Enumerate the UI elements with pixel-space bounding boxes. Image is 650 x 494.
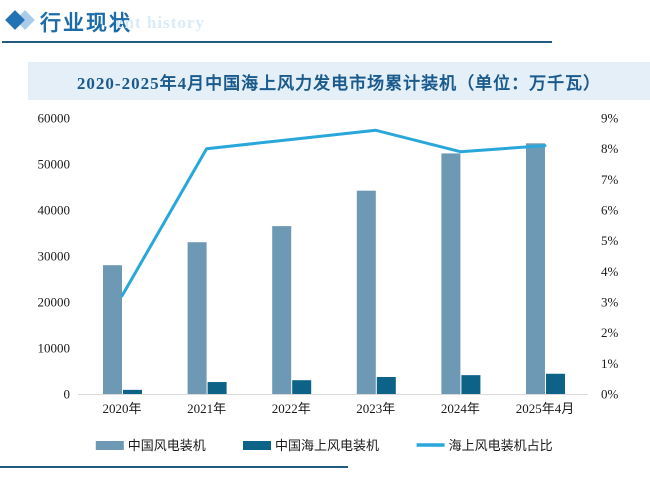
right-axis-tick: 2% xyxy=(601,325,619,340)
right-axis-tick: 3% xyxy=(601,295,619,310)
right-axis-tick: 4% xyxy=(601,264,619,279)
left-axis-tick: 50000 xyxy=(38,157,71,172)
bar-total-wind xyxy=(441,153,461,394)
right-axis-tick: 5% xyxy=(601,233,619,248)
right-axis-tick: 8% xyxy=(601,141,619,156)
left-axis-tick: 20000 xyxy=(38,295,71,310)
left-axis-tick: 10000 xyxy=(38,341,71,356)
chart-title-band: 2020-2025年4月中国海上风力发电市场累计装机（单位：万千瓦） xyxy=(28,62,650,100)
legend-swatch-bar xyxy=(243,441,271,450)
combo-chart: 0 10000 20000 30000 40000 50000 60000 0% 1% 2% 3% 4… xyxy=(38,111,619,454)
left-axis-tick: 40000 xyxy=(38,203,71,218)
x-axis-label: 2022年 xyxy=(272,401,311,416)
legend-label: 中国海上风电装机 xyxy=(275,438,379,453)
legend-label: 海上风电装机占比 xyxy=(449,438,553,453)
x-axis-label: 2021年 xyxy=(187,401,226,416)
bar-total-wind xyxy=(103,265,122,394)
bar-offshore-wind xyxy=(292,380,312,394)
bar-total-wind xyxy=(272,226,292,394)
bar-offshore-wind xyxy=(546,373,565,394)
bar-offshore-wind xyxy=(376,376,396,394)
bar-offshore-wind xyxy=(123,389,142,394)
chart-title: 2020-2025年4月中国海上风力发电市场累计装机（单位：万千瓦） xyxy=(76,73,602,93)
bar-total-wind xyxy=(526,143,545,394)
bar-offshore-wind xyxy=(207,382,227,394)
right-axis-tick: 9% xyxy=(601,111,619,126)
bar-offshore-wind xyxy=(461,375,481,394)
x-axis-label: 2025年4月 xyxy=(516,401,575,416)
left-axis-tick: 60000 xyxy=(38,111,71,126)
left-axis-tick: 0 xyxy=(64,387,71,402)
watermark-text: ent history xyxy=(116,13,205,32)
legend-swatch-bar xyxy=(95,441,124,450)
section-title: 行业现状 xyxy=(40,11,132,35)
trend-line-offshore-share xyxy=(120,128,547,298)
bar-total-wind xyxy=(356,190,376,394)
diamond-icon xyxy=(5,10,41,32)
bar-total-wind xyxy=(187,242,207,394)
right-axis-tick: 6% xyxy=(601,203,619,218)
bottom-rule xyxy=(0,466,348,468)
x-axis-label: 2023年 xyxy=(356,401,395,416)
legend-label: 中国风电装机 xyxy=(128,438,206,453)
left-axis-tick: 30000 xyxy=(38,249,71,264)
right-axis-tick: 1% xyxy=(601,356,619,371)
header-underline xyxy=(2,41,552,43)
right-axis-tick: 7% xyxy=(601,172,619,187)
x-axis-label: 2024年 xyxy=(441,401,480,416)
x-axis-label: 2020年 xyxy=(102,401,141,416)
right-axis-tick: 0% xyxy=(601,387,619,402)
